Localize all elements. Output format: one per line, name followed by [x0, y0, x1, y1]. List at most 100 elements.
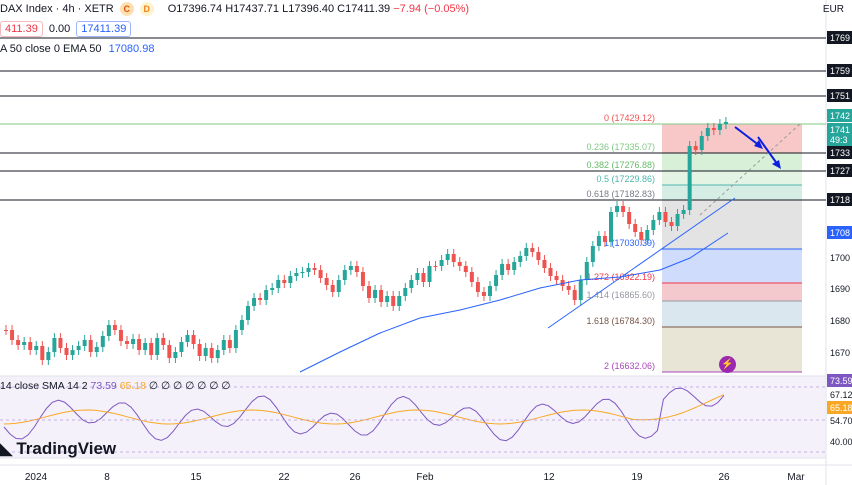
buy-button[interactable]: 17411.39	[76, 21, 132, 37]
price-axis-tag	[827, 31, 852, 44]
candle-body	[536, 252, 541, 260]
fib-level-label: 1.618 (16784.30)	[586, 316, 655, 326]
candle-body	[578, 280, 583, 300]
rsi-label: 14 close SMA 14 2	[0, 380, 88, 392]
price-axis-label: 1759	[830, 66, 850, 76]
candle-body	[40, 346, 45, 360]
time-axis-label: 8	[104, 472, 110, 483]
candle-body	[282, 280, 287, 283]
candle-body	[264, 290, 269, 300]
candle-body	[161, 338, 166, 345]
candle-body	[324, 278, 329, 285]
candle-body	[572, 290, 577, 300]
time-axis[interactable]: 2024 8 15 22 26 Feb 12 19 26 Mar	[25, 472, 805, 483]
candle-body	[28, 342, 33, 350]
candle-body	[705, 128, 710, 136]
candle-body	[342, 270, 347, 280]
candle-body	[94, 347, 99, 352]
price-axis-label: 1751	[830, 91, 850, 101]
rsi-axis-label: 67.12	[830, 390, 852, 400]
candle-body	[506, 264, 511, 270]
candle-body	[717, 124, 722, 130]
fibonacci-extension[interactable]: 0 (17429.12) 0.236 (17335.07) 0.382 (17276…	[586, 113, 802, 373]
candle-body	[675, 214, 680, 226]
candle-body	[88, 340, 93, 352]
candle-body	[379, 290, 384, 302]
candle-body	[197, 344, 202, 356]
rsi-legend[interactable]: 14 close SMA 14 2 73.59 65.18 ∅ ∅ ∅ ∅ ∅ …	[0, 380, 230, 392]
high-value: H17437.71	[225, 3, 280, 15]
time-axis-label: Feb	[416, 472, 434, 483]
candle-body	[155, 338, 160, 355]
price-axis-tag	[827, 193, 852, 206]
price-axis-label: 1741	[830, 125, 850, 135]
candle-body	[542, 260, 547, 268]
tradingview-logo[interactable]: ◣ TradingView	[0, 439, 116, 459]
trendline[interactable]	[547, 197, 736, 329]
candle-body	[651, 220, 656, 230]
candle-body	[288, 276, 293, 283]
candle-body	[131, 339, 136, 344]
bearish-arrows	[734, 126, 781, 169]
market-badge: C	[119, 2, 134, 16]
candle-body	[391, 296, 396, 306]
ema-value: 17080.98	[108, 43, 155, 55]
candle-body	[294, 273, 299, 276]
candle-body	[203, 348, 208, 356]
time-axis-label: 19	[631, 472, 643, 483]
candle-body	[46, 352, 51, 360]
candle-body	[270, 288, 275, 290]
candle-body	[451, 254, 456, 262]
candle-body	[584, 262, 589, 280]
candle-body	[427, 266, 432, 282]
candle-body	[82, 340, 87, 346]
candle-body	[609, 212, 613, 242]
ema-line	[299, 232, 729, 373]
candle-body	[669, 222, 674, 226]
candle-body	[373, 290, 378, 298]
price-axis-label: 1708	[830, 228, 850, 238]
rsi-band	[0, 376, 826, 458]
candle-body	[239, 320, 244, 330]
candle-body	[439, 260, 444, 266]
candle-body	[518, 256, 523, 262]
change-value: −7.94 (−0.05%)	[393, 3, 470, 15]
time-axis-label: 26	[349, 472, 361, 483]
candle-body	[693, 146, 698, 150]
candle-body	[524, 248, 529, 256]
rsi-zeros: ∅ ∅ ∅ ∅ ∅ ∅ ∅	[148, 380, 231, 392]
price-axis-label: 1742	[830, 111, 850, 121]
symbol-title[interactable]: DAX Index · 4h · XETR	[0, 3, 114, 15]
rsi-pane	[0, 386, 826, 453]
spread-value: 0.00	[48, 23, 71, 35]
fib-level-label: 2 (16632.06)	[604, 361, 655, 371]
fib-zone	[662, 171, 802, 185]
candle-body	[457, 262, 462, 266]
ema-legend[interactable]: A 50 close 0 EMA 50 17080.98	[0, 43, 154, 55]
candle-body	[494, 275, 499, 286]
candle-body	[246, 306, 250, 320]
flash-icon[interactable]: ⚡	[719, 356, 736, 373]
candle-body	[711, 128, 716, 130]
candle-body	[106, 325, 111, 336]
price-axis-tag	[827, 64, 852, 77]
fib-level-label: 1 (17030.39)	[604, 238, 655, 248]
price-axis-tag	[827, 133, 852, 146]
tradingview-icon: ◣	[0, 441, 13, 458]
candle-body	[306, 268, 311, 272]
candle-body	[409, 280, 414, 288]
candle-body	[112, 325, 117, 330]
candle-body	[481, 292, 486, 296]
fib-level-label: 0.5 (17229.86)	[596, 174, 655, 184]
rsi-sma-line	[3, 394, 725, 425]
data-badge: D	[139, 2, 154, 16]
candle-body	[530, 248, 535, 252]
candle-body	[167, 345, 172, 358]
symbol-header: DAX Index · 4h · XETR C D O17396.74 H174…	[0, 0, 469, 18]
candle-body	[445, 254, 450, 260]
candle-body	[367, 286, 371, 298]
sell-button[interactable]: 411.39	[0, 21, 43, 37]
candle-body	[215, 350, 220, 358]
